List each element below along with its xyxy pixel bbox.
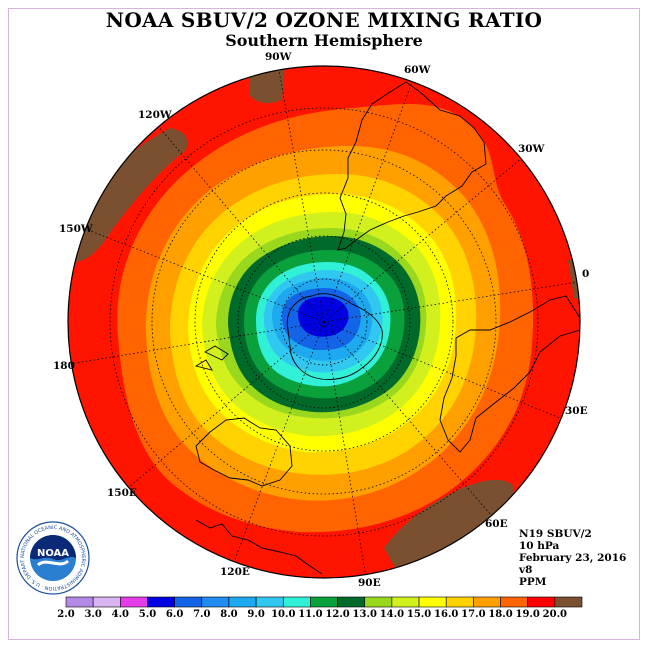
pressure-label: 10 hPa (519, 540, 560, 552)
africa-coast (439, 295, 580, 453)
latitude-circle (151, 149, 497, 495)
graticule (69, 69, 579, 578)
colorbar-tick-label: 12.0 (325, 609, 350, 620)
colorbar-swatch (174, 596, 203, 608)
date-label: February 23, 2016 (519, 552, 627, 564)
longitude-label-120e: 120E (220, 566, 250, 578)
colorbar-tick-label: 17.0 (461, 609, 486, 620)
colorbar-tick-label: 9.0 (247, 609, 265, 620)
ozone-patch-high (250, 66, 285, 104)
colorbar-tick-label: 16.0 (434, 609, 459, 620)
meridian (278, 69, 325, 323)
colorbar-tick-label: 14.0 (379, 609, 405, 620)
colorbar-swatch (92, 596, 121, 608)
longitude-label-150e: 150E (107, 487, 137, 499)
antarctica-coast (286, 293, 383, 380)
instrument-label: N19 SBUV/2 (519, 528, 592, 540)
longitude-label-180: 180 (53, 360, 75, 372)
longitude-label-60w: 60W (404, 64, 431, 76)
meridian (323, 321, 367, 578)
meridian (127, 321, 325, 489)
colorbar-swatch (310, 596, 338, 608)
meridian (323, 321, 561, 419)
south-america-coast (337, 81, 487, 251)
meridian (323, 81, 413, 323)
colorbar-swatch (65, 596, 94, 608)
logo-text: NOAA (37, 548, 69, 559)
latitude-circle (280, 278, 368, 366)
longitude-label-90w: 90W (265, 51, 292, 63)
latitude-circle (109, 107, 539, 537)
colorbar-tick-label: 20.0 (542, 609, 568, 620)
australia-coast (195, 417, 293, 487)
colorbar-tick-label: 10.0 (271, 609, 296, 620)
ozone-patch-high (74, 128, 188, 262)
colorbar-swatch (554, 596, 583, 608)
coastlines (194, 81, 580, 575)
units-label: PPM (519, 576, 547, 588)
colorbar-tick-label: 2.0 (57, 609, 75, 620)
indonesia-coast (195, 519, 323, 575)
colorbar (65, 596, 583, 608)
figure-frame (8, 8, 640, 640)
meridian (323, 321, 493, 517)
version-label: v8 (519, 564, 533, 576)
colorbar-tick-label: 19.0 (515, 609, 540, 620)
meridian (323, 157, 523, 323)
colorbar-swatch (120, 596, 148, 608)
colorbar-swatch (147, 596, 175, 608)
colorbar-tick-label: 4.0 (111, 609, 130, 620)
colorbar-tick-label: 5.0 (138, 609, 157, 620)
meridian (157, 125, 325, 323)
latitude-circle (194, 192, 454, 452)
map-boundary (67, 65, 581, 579)
longitude-label-30e: 30E (565, 405, 588, 417)
colorbar-tick-label: 13.0 (352, 609, 377, 620)
longitude-label-60e: 60E (485, 518, 508, 530)
map-subtitle: Southern Hemisphere (225, 31, 423, 50)
colorbar-swatch (255, 596, 284, 608)
colorbar-tick-label: 18.0 (488, 609, 513, 620)
colorbar-swatch (201, 596, 230, 608)
map-title: NOAA SBUV/2 OZONE MIXING RATIO (105, 8, 543, 32)
colorbar-tick-label: 11.0 (298, 609, 323, 620)
colorbar-swatch (282, 596, 311, 608)
colorbar-swatch (391, 596, 420, 608)
colorbar-swatch (445, 596, 474, 608)
meridian (323, 281, 579, 323)
longitude-label-30w: 30W (518, 143, 545, 155)
colorbar-tick-label: 3.0 (84, 609, 102, 620)
colorbar-tick-label: 8.0 (220, 609, 238, 620)
longitude-label-120w: 120W (138, 109, 172, 121)
colorbar-swatch (418, 596, 447, 608)
colorbar-swatch (337, 596, 366, 608)
noaa-logo: NATIONAL OCEANIC AND ATMOSPHERIC ADMINIS… (16, 521, 90, 595)
colorbar-tick-label: 15.0 (406, 609, 432, 620)
colorbar-tick-label: 7.0 (193, 609, 211, 620)
colorbar-swatch (527, 596, 556, 608)
new-zealand-coast (194, 345, 229, 371)
longitude-label-150w: 150W (59, 223, 93, 235)
longitude-label-0: 0 (582, 268, 590, 280)
colorbar-tick-label: 6.0 (165, 609, 184, 620)
colorbar-swatch (364, 596, 393, 608)
latitude-circle (237, 235, 411, 409)
colorbar-swatch (228, 596, 257, 608)
meridian (69, 321, 325, 365)
longitude-label-90e: 90E (358, 577, 381, 589)
colorbar-swatch (500, 596, 528, 608)
meridian (233, 321, 325, 563)
colorbar-swatch (473, 596, 501, 608)
